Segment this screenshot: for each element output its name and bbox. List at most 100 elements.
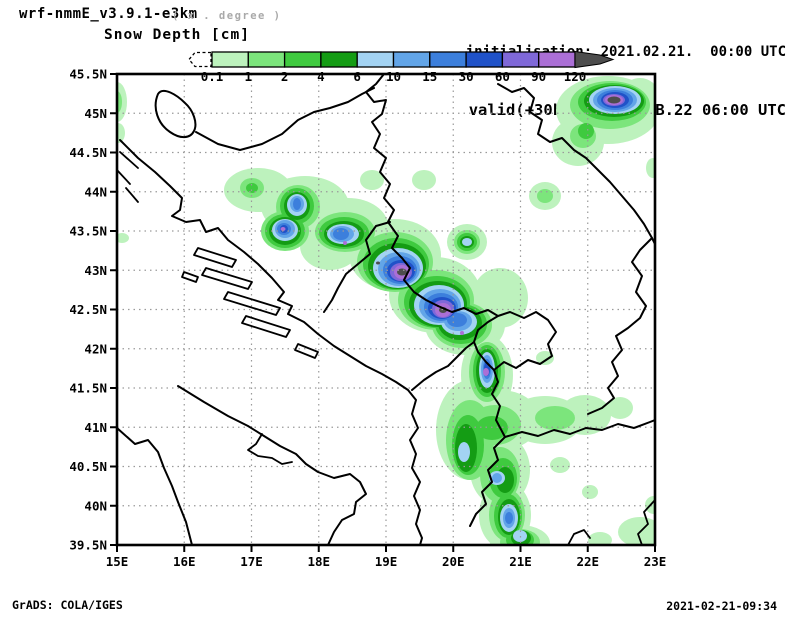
snow-contour-fill <box>412 170 436 190</box>
lat-label: 44N <box>84 184 107 199</box>
lat-label: 40N <box>84 498 107 513</box>
snow-contour-fill <box>607 397 633 419</box>
snow-contour-fill <box>376 261 380 265</box>
island <box>181 271 199 283</box>
lat-label: 43.5N <box>69 224 107 239</box>
colorbar-segment <box>247 51 286 68</box>
lon-label: 20E <box>442 554 465 569</box>
snow-contour-fill <box>246 183 258 193</box>
lon-label: 22E <box>576 554 599 569</box>
lon-label: 21E <box>509 554 532 569</box>
lat-label: 45N <box>84 106 107 121</box>
colorbar-level-label: 10 <box>386 69 401 84</box>
coastline-istria <box>154 89 197 139</box>
coastline-gargano-bay <box>247 433 293 465</box>
lon-label: 23E <box>644 554 667 569</box>
snow-contour-fill <box>293 198 301 210</box>
colorbar-segment <box>211 51 249 68</box>
colorbar-level-label: 6 <box>353 69 361 84</box>
snow-contour-fill <box>559 395 611 435</box>
lat-label: 41.5N <box>69 381 107 396</box>
snow-contour-fill <box>492 473 502 483</box>
lon-label: 16E <box>173 554 196 569</box>
island <box>193 247 237 268</box>
field-title: Snow Depth [cm] <box>104 27 250 43</box>
snow-contour-fill <box>458 442 470 462</box>
snow-contour-fill <box>447 313 467 327</box>
snow-contour-fill <box>460 331 464 335</box>
lat-label: 42N <box>84 341 107 356</box>
colorbar-over-arrow <box>574 50 615 69</box>
colorbar-level-label: 60 <box>495 69 510 84</box>
grads-credit: GrADS: COLA/IGES <box>12 598 123 612</box>
border-macedonia-greece <box>504 419 655 438</box>
border-kosovo <box>437 305 557 371</box>
border-serbia-bulgaria <box>587 237 653 415</box>
snow-contour-fill <box>117 233 129 243</box>
snow-contour-fill <box>578 123 594 139</box>
border-albania-greece <box>469 436 506 527</box>
island <box>201 267 253 290</box>
snow-shading <box>117 76 655 545</box>
model-title: wrf-nmmE_v3.9.1-e3km <box>19 6 198 22</box>
coastline-apulia <box>177 385 367 545</box>
lat-label: 41N <box>84 420 107 435</box>
snow-contour-fill <box>646 158 655 178</box>
snow-contour-fill <box>333 228 349 240</box>
gridlines <box>117 74 655 545</box>
lat-label: 44.5N <box>69 145 107 160</box>
lon-label: 15E <box>106 554 129 569</box>
lon-label: 19E <box>375 554 398 569</box>
model-subtitle: ( x . degree ) <box>172 10 282 22</box>
colorbar-level-label: 15 <box>422 69 437 84</box>
border-sava <box>195 87 375 151</box>
colorbar-segment <box>429 51 467 68</box>
coastline-adriatic-east <box>119 139 423 545</box>
colorbar-segment <box>538 51 576 68</box>
snow-contour-fill <box>360 170 384 190</box>
colorbar-segment <box>320 51 358 68</box>
colorbar: 0.1 1 2 4 6 10 15 30 60 90 120 <box>188 50 615 84</box>
snow-contour-fill <box>582 485 598 499</box>
country-borders <box>195 74 655 527</box>
lat-label: 45.5N <box>69 67 107 82</box>
border-serbia-romania <box>497 83 655 245</box>
island <box>241 315 291 338</box>
colorbar-under-arrow <box>188 51 212 68</box>
colorbar-level-label: 1 <box>245 69 253 84</box>
colorbar-level-label: 90 <box>531 69 546 84</box>
colorbar-level-label: 120 <box>564 69 587 84</box>
border-drina <box>365 74 439 307</box>
snow-contour-fill <box>537 189 553 203</box>
colorbar-segment <box>465 51 504 68</box>
snow-contour-fill <box>476 416 508 440</box>
snow-contour-fill <box>550 457 570 473</box>
colorbar-level-label: 4 <box>317 69 325 84</box>
creation-timestamp: 2021-02-21-09:34 <box>666 599 777 613</box>
snow-contour-fill <box>280 227 286 231</box>
snow-contour-fill <box>397 268 407 276</box>
snow-contour-fill <box>618 517 655 545</box>
lon-label: 18E <box>307 554 330 569</box>
colorbar-segment <box>501 51 540 68</box>
lon-label: 17E <box>240 554 263 569</box>
coastline-bottom-right <box>567 499 655 545</box>
colorbar-segment <box>283 51 322 68</box>
coastline-italy-west <box>117 427 193 545</box>
border-montenegro-albania <box>411 341 475 391</box>
colorbar-segment <box>392 51 431 68</box>
border-bosnia-montenegro <box>323 221 391 313</box>
colorbar-level-label: 0.1 <box>201 69 224 84</box>
colorbar-level-label: 2 <box>281 69 289 84</box>
island <box>294 343 319 359</box>
colorbar-segment <box>356 51 395 68</box>
snow-contour-fill <box>343 241 347 245</box>
snow-contour-fill <box>607 96 621 104</box>
lat-label: 40.5N <box>69 459 107 474</box>
snow-contour-fill <box>588 532 612 545</box>
snow-contour-fill <box>483 368 489 376</box>
border-albania-macedonia <box>491 369 506 438</box>
snow-contour-fill <box>505 512 513 524</box>
